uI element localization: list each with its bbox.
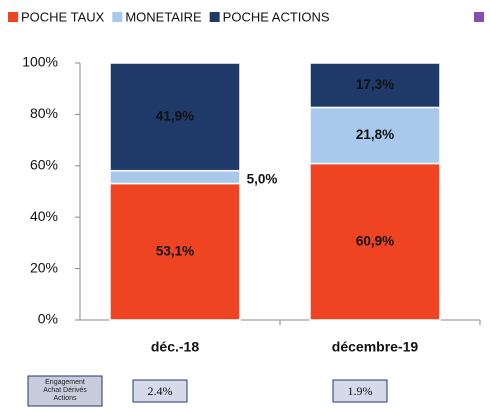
bar-segment bbox=[109, 62, 241, 172]
footer-value: 2.4% bbox=[148, 384, 173, 398]
bar-segment bbox=[109, 182, 241, 321]
legend-label: MONETAIRE bbox=[125, 9, 202, 24]
footer-label-box: Engagement Achat Dérivés Actions bbox=[43, 379, 87, 402]
value-label: 60,9% bbox=[356, 233, 394, 248]
y-tick-label: 80% bbox=[30, 105, 58, 121]
footer-box bbox=[332, 379, 388, 403]
value-label: 21,8% bbox=[356, 127, 394, 142]
footer-box bbox=[132, 379, 188, 403]
footer-label: Engagement Achat Dérivés Actions bbox=[43, 379, 87, 402]
bar-segment bbox=[309, 162, 441, 321]
value-label: 53,1% bbox=[156, 243, 194, 258]
legend-swatch bbox=[474, 12, 484, 22]
y-tick-label: 0% bbox=[38, 311, 58, 327]
legend-label: POCHE TAUX bbox=[21, 9, 105, 24]
y-tick-label: 40% bbox=[30, 208, 58, 224]
legend-swatch bbox=[112, 12, 123, 22]
legend-label: POCHE ACTIONS bbox=[223, 9, 330, 24]
bar-segment bbox=[109, 169, 241, 185]
value-label: 5,0% bbox=[247, 172, 278, 187]
value-label: 17,3% bbox=[356, 77, 394, 92]
footer-box bbox=[27, 375, 103, 407]
x-tick-label: décembre-19 bbox=[332, 339, 419, 355]
value-label: 41,9% bbox=[156, 108, 194, 123]
x-tick-label: déc.-18 bbox=[151, 339, 199, 355]
footer-value: 1.9% bbox=[348, 384, 373, 398]
y-tick-label: 100% bbox=[22, 54, 58, 70]
bar-segment bbox=[309, 106, 441, 165]
legend-swatch bbox=[209, 12, 220, 22]
y-tick-label: 60% bbox=[30, 157, 58, 173]
bar-segment bbox=[309, 62, 441, 109]
y-tick-label: 20% bbox=[30, 259, 58, 275]
legend-swatch bbox=[8, 12, 18, 22]
